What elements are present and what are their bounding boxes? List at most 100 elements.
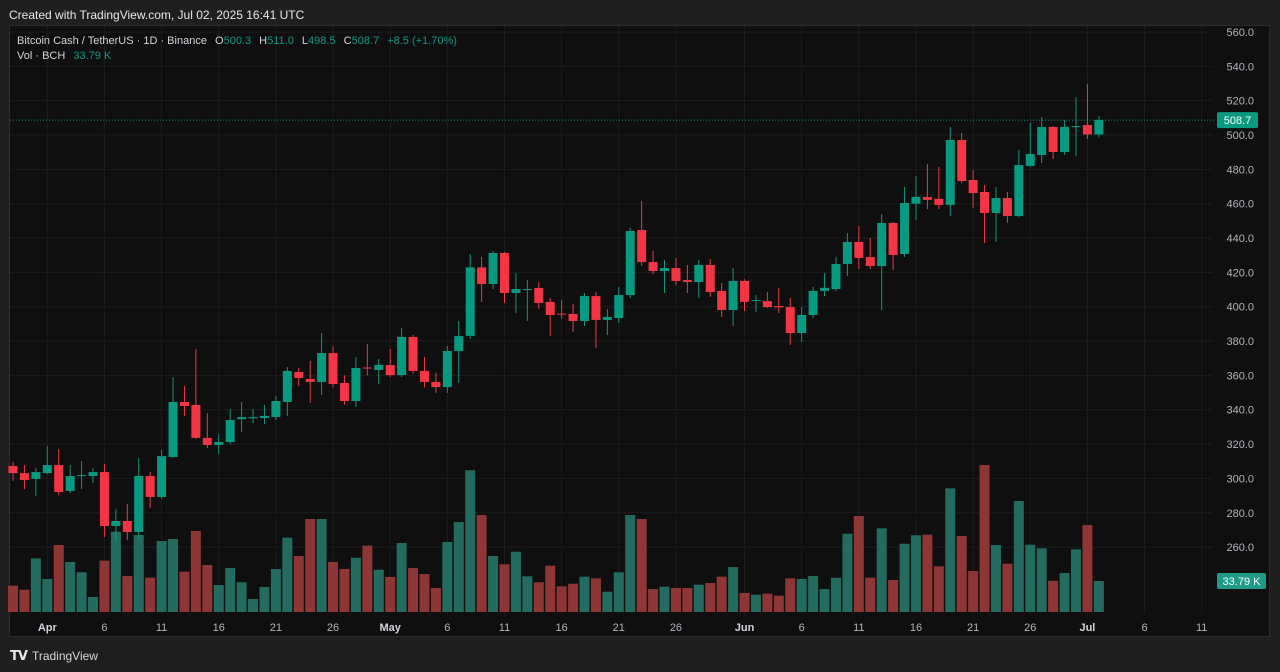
candle xyxy=(111,509,121,542)
candle-body xyxy=(374,364,384,370)
candle-body xyxy=(911,196,921,204)
volume-bar xyxy=(579,576,590,612)
candle-body xyxy=(568,313,578,321)
candle xyxy=(122,504,132,541)
candle-body xyxy=(934,198,944,205)
candle-body xyxy=(751,300,761,302)
volume-bar xyxy=(168,538,179,612)
tradingview-logo-icon[interactable]: 𝗧𝗩 xyxy=(10,648,28,663)
high-value: 511.0 xyxy=(267,35,294,47)
candle-body xyxy=(442,351,452,388)
volume-bar xyxy=(945,488,956,612)
time-tick-label: 6 xyxy=(101,622,107,634)
candle xyxy=(922,164,932,210)
candle xyxy=(454,320,464,383)
volume-bar xyxy=(350,557,361,612)
candle-body xyxy=(614,295,624,319)
candle xyxy=(934,166,944,210)
last-volume-badge xyxy=(1217,573,1266,589)
volume-bar xyxy=(145,577,156,612)
candle xyxy=(671,257,681,286)
candle xyxy=(522,280,532,321)
candle xyxy=(134,457,144,539)
candle-body xyxy=(831,263,841,290)
candle xyxy=(271,396,281,421)
last-price-label: 508.7 xyxy=(1224,115,1252,127)
last-price-badge xyxy=(1217,112,1258,129)
brand-name[interactable]: TradingView xyxy=(31,649,98,663)
volume-bar xyxy=(705,583,716,612)
time-tick-label: 16 xyxy=(556,622,568,634)
volume-bar xyxy=(293,556,304,612)
candle-body xyxy=(1014,165,1024,217)
volume-label[interactable]: Vol · BCH xyxy=(17,50,66,62)
volume-bar xyxy=(1059,573,1070,612)
volume-bar xyxy=(762,593,773,612)
volume-bar xyxy=(99,560,110,612)
candle xyxy=(419,357,429,388)
volume-bar xyxy=(659,586,670,612)
volume-bar xyxy=(476,515,487,612)
candle-body xyxy=(557,313,567,315)
candle xyxy=(705,258,715,297)
price-tick-label: 320.0 xyxy=(1226,439,1254,451)
volume-bar xyxy=(1002,563,1013,612)
candle-body xyxy=(477,267,487,285)
candle-body xyxy=(214,442,224,445)
volume-bar xyxy=(305,518,316,612)
change-value: +8.5 (+1.70%) xyxy=(387,35,457,47)
candle xyxy=(19,465,29,490)
candle-body xyxy=(397,336,407,376)
price-tick-label: 300.0 xyxy=(1226,473,1254,485)
volume-bar xyxy=(773,595,784,612)
candle-body xyxy=(808,290,818,315)
candle-body xyxy=(168,402,178,457)
symbol-title[interactable]: Bitcoin Cash / TetherUS · 1D · Binance xyxy=(17,35,207,47)
volume-bar xyxy=(990,545,1001,612)
candle-body xyxy=(774,306,784,308)
high-label: H xyxy=(259,35,268,47)
volume-bar xyxy=(270,568,281,612)
volume-value: 33.79 K xyxy=(73,50,112,62)
time-tick-label: 16 xyxy=(213,622,225,634)
candle xyxy=(625,227,635,299)
chart-legend: Bitcoin Cash / TetherUS · 1D · Binance O… xyxy=(17,34,457,64)
candle-body xyxy=(499,252,509,293)
candle xyxy=(591,291,601,348)
price-tick-label: 560.0 xyxy=(1226,27,1254,39)
candle xyxy=(499,251,509,303)
candle-body xyxy=(294,371,304,378)
time-tick-label: 21 xyxy=(270,622,282,634)
candle xyxy=(65,465,75,494)
time-tick-label: 6 xyxy=(1142,622,1148,634)
volume-bar xyxy=(362,545,373,612)
volume-bar xyxy=(682,587,693,612)
time-tick-label: Jul xyxy=(1079,622,1095,634)
price-tick-label: 380.0 xyxy=(1226,336,1254,348)
price-tick-label: 280.0 xyxy=(1226,508,1254,520)
volume-bar xyxy=(602,591,613,612)
volume-bar xyxy=(8,585,18,612)
candle xyxy=(557,299,567,319)
candle xyxy=(31,468,41,496)
candle-body xyxy=(534,288,544,303)
candle-body xyxy=(157,456,167,497)
price-axis[interactable]: 560.0 540.0 520.0 500.0 480.0 460.0 440.0 420.0… xyxy=(1226,27,1254,554)
candle-body xyxy=(305,379,315,382)
candle xyxy=(751,295,761,313)
candle xyxy=(157,449,167,500)
candle-body xyxy=(77,475,87,477)
candle-body xyxy=(202,437,212,445)
last-volume-label: 33.79 K xyxy=(1223,576,1262,588)
time-tick-label: 11 xyxy=(853,622,864,634)
time-axis[interactable]: Apr 6 11 16 21 26 May 6 11 16 21 26 Jun 6 11 16 21 26 Jul 6… xyxy=(38,622,1208,634)
volume-bar xyxy=(1093,581,1104,612)
volume-bar xyxy=(453,522,464,612)
candle xyxy=(877,214,887,311)
volume-bar xyxy=(442,542,453,612)
candle xyxy=(511,273,521,314)
candle-body xyxy=(900,203,910,255)
candle-body xyxy=(431,381,441,388)
volume-bar xyxy=(510,551,521,612)
